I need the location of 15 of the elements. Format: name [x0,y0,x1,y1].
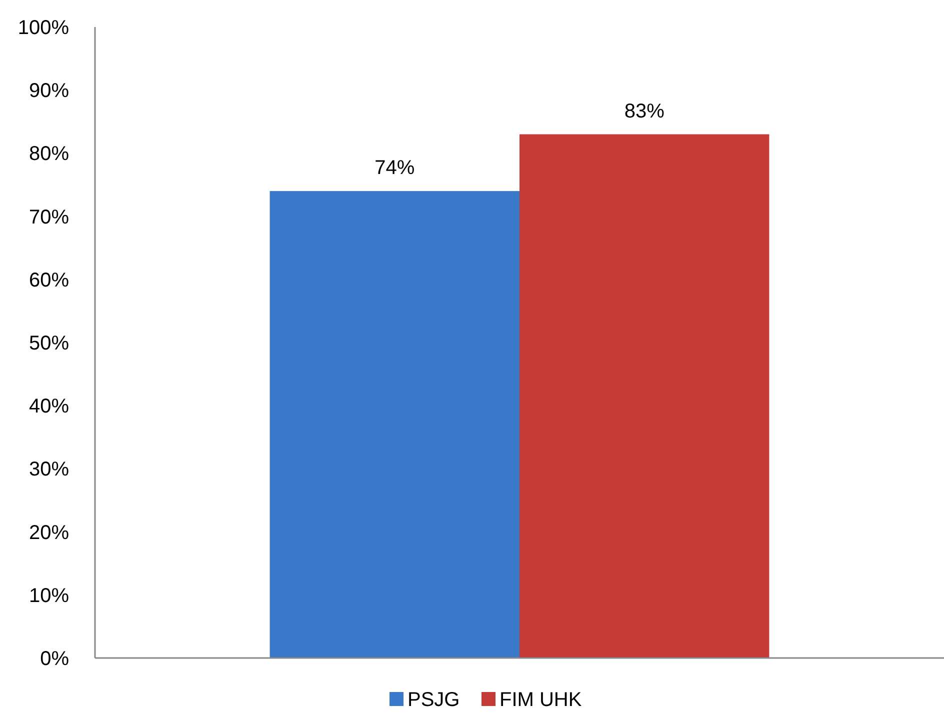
y-tick-label: 60% [28,269,70,292]
y-tick-label: 100% [18,17,70,39]
y-tick-label: 80% [28,143,70,166]
legend-label: FIM UHK [500,689,582,711]
y-tick-label: 40% [28,396,70,418]
y-tick-label: 10% [28,584,70,607]
data-label: 83% [624,100,665,122]
y-tick-label: 90% [28,80,70,102]
y-tick-label: 0% [40,648,70,670]
y-tick-label: 20% [28,522,70,544]
legend-label: PSJG [408,689,460,711]
y-tick-label: 70% [28,206,70,228]
y-tick-label: 50% [28,332,70,354]
y-tick-label: 30% [28,458,70,481]
data-label: 74% [374,157,415,180]
